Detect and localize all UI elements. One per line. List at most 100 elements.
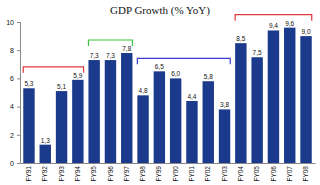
- x-tick-label: FY96: [107, 166, 114, 182]
- data-label: 5,8: [204, 73, 213, 80]
- title: GDP Growth (% YoY): [110, 4, 210, 17]
- x-tick: FY93: [58, 163, 65, 182]
- bar: [154, 71, 165, 163]
- y-tick: 4: [10, 103, 20, 110]
- y-tick-mark: [17, 107, 20, 108]
- x-tick: FY06: [270, 163, 277, 182]
- x-tick-label: FY97: [123, 166, 130, 182]
- data-label: 5,9: [73, 72, 82, 79]
- x-tick-label: FY06: [270, 166, 277, 182]
- x-tick: FY01: [188, 163, 195, 182]
- y-tick: 8: [10, 47, 20, 54]
- y-axis: 0 2 4 6 8 10: [6, 19, 20, 167]
- y-tick-mark: [17, 163, 20, 164]
- data-label: 7,5: [253, 49, 262, 56]
- data-label: 8,5: [236, 35, 245, 42]
- x-tick-label: FY08: [302, 166, 309, 182]
- x-tick: FY99: [155, 163, 162, 182]
- x-tick: FY04: [237, 163, 244, 182]
- group-bracket: [88, 40, 132, 46]
- data-label: 7,8: [122, 45, 131, 52]
- data-label: 4,4: [187, 93, 196, 100]
- x-tick-label: FY01: [188, 166, 195, 182]
- x-tick-label: FY04: [237, 166, 244, 182]
- x-tick: FY91: [25, 163, 32, 182]
- bar: [268, 30, 279, 163]
- data-label: 1,3: [41, 137, 50, 144]
- bar: [121, 53, 132, 163]
- data-label: 5,1: [57, 83, 66, 90]
- x-tick: FY98: [139, 163, 146, 182]
- data-label: 7,3: [106, 52, 115, 59]
- x-tick-label: FY92: [41, 166, 48, 182]
- y-tick-label: 8: [10, 47, 14, 54]
- x-axis-line: [21, 163, 316, 164]
- group-bracket: [235, 15, 312, 21]
- group-bracket: [137, 58, 230, 64]
- bar: [300, 36, 311, 163]
- bar: [219, 109, 230, 163]
- x-tick: FY94: [74, 163, 81, 182]
- x-tick: FY03: [221, 163, 228, 182]
- x-tick-label: FY91: [25, 166, 32, 182]
- data-label: 3,8: [220, 101, 229, 108]
- y-tick-mark: [17, 135, 20, 136]
- x-tick-label: FY99: [155, 166, 162, 182]
- data-label: 9,0: [302, 28, 311, 35]
- x-tick: FY07: [286, 163, 293, 182]
- brackets: [23, 15, 311, 73]
- y-tick: 6: [10, 75, 20, 82]
- bar: [88, 60, 99, 163]
- y-tick-mark: [17, 78, 20, 79]
- bar: [251, 57, 262, 163]
- x-tick: FY97: [123, 163, 130, 182]
- x-tick-label: FY07: [286, 166, 293, 182]
- x-tick-label: FY94: [74, 166, 81, 182]
- bar: [170, 78, 181, 163]
- x-tick-label: FY95: [90, 166, 97, 182]
- x-axis: FY91 FY92 FY93 FY94 FY95 FY96 FY97 FY98 FY99 FY00…: [21, 163, 316, 182]
- bar: [72, 80, 83, 163]
- bar: [56, 91, 67, 163]
- data-label: 6,5: [155, 63, 164, 70]
- x-tick-label: FY93: [58, 166, 65, 182]
- x-tick: FY92: [41, 163, 48, 182]
- y-tick-label: 4: [10, 103, 14, 110]
- bar: [284, 28, 295, 163]
- bar: [23, 88, 34, 163]
- x-tick: FY00: [172, 163, 179, 182]
- data-label: 5,3: [24, 80, 33, 87]
- data-label: 4,8: [139, 87, 148, 94]
- y-tick-label: 2: [10, 132, 14, 139]
- x-tick-label: FY02: [204, 166, 211, 182]
- x-tick-label: FY98: [139, 166, 146, 182]
- data-labels: 5,3 1,3 5,1 5,9 7,3 7,3 7,8 4,8 6,5 6,0 4,4 5,8 3,8 8…: [24, 20, 310, 144]
- bar: [105, 60, 116, 163]
- bar: [137, 95, 148, 163]
- x-tick: FY96: [107, 163, 114, 182]
- y-tick-label: 6: [10, 75, 14, 82]
- chart: GDP Growth (% YoY)0246810FY91FY92FY93FY9…: [0, 0, 320, 185]
- y-axis-line: [17, 23, 21, 164]
- x-tick: FY08: [302, 163, 309, 182]
- bar: [186, 101, 197, 163]
- bar: [40, 145, 51, 163]
- bar: [235, 43, 246, 163]
- y-tick-mark: [17, 22, 20, 23]
- bar: [203, 81, 214, 163]
- x-tick-label: FY05: [253, 166, 260, 182]
- plot: 0246810FY91FY92FY93FY94FY95FY96FY97FY98F…: [6, 15, 315, 182]
- y-tick: 0: [10, 160, 20, 167]
- x-tick: FY05: [253, 163, 260, 182]
- data-label: 9,6: [285, 20, 294, 27]
- data-label: 9,4: [269, 22, 278, 29]
- x-tick-label: FY03: [221, 166, 228, 182]
- y-tick-label: 0: [10, 160, 14, 167]
- y-tick: 10: [6, 19, 20, 26]
- data-label: 7,3: [90, 52, 99, 59]
- x-tick: FY02: [204, 163, 211, 182]
- y-tick: 2: [10, 132, 20, 139]
- bars: [23, 28, 311, 163]
- y-tick-mark: [17, 50, 20, 51]
- data-label: 6,0: [171, 70, 180, 77]
